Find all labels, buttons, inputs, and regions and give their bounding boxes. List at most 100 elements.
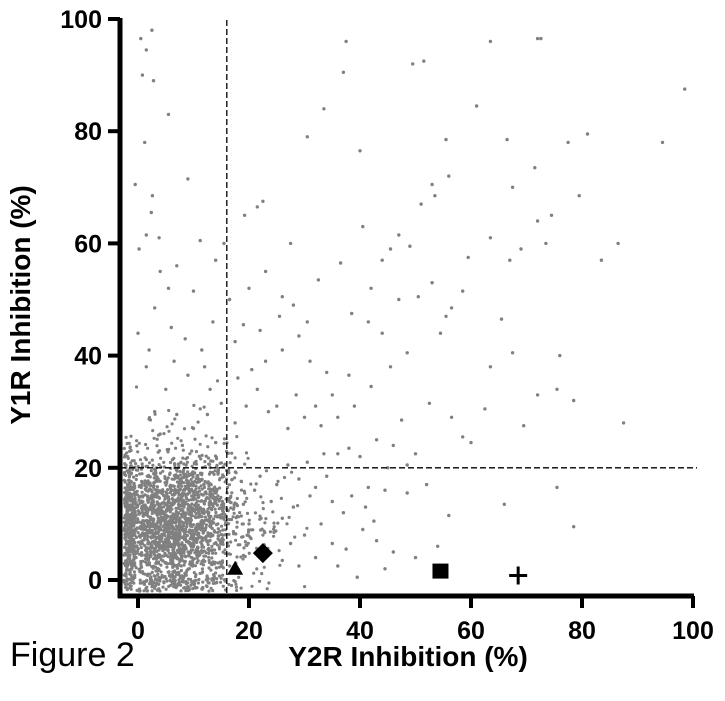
data-point [193,564,197,568]
data-point [288,541,293,546]
data-point [182,427,187,431]
data-point [166,112,171,117]
data-point [174,498,179,502]
data-point [170,515,174,519]
data-point [125,549,129,553]
data-point [336,452,340,456]
data-point [122,498,127,502]
data-point [210,544,214,549]
data-point [408,244,412,248]
data-point [169,557,173,561]
data-point [142,532,146,536]
data-point [195,508,199,512]
data-point [133,552,137,556]
data-point [261,199,265,203]
data-point [197,454,201,458]
data-point [146,574,150,578]
data-point [231,529,235,534]
data-point [177,581,181,585]
data-point [173,536,177,540]
data-point [220,538,224,542]
data-point [161,540,165,544]
data-point [182,503,186,508]
data-point [157,511,161,515]
data-point [242,213,247,217]
y-tick-label: 20 [74,455,102,483]
data-point [127,535,131,540]
data-point [128,503,133,507]
data-point [142,589,146,593]
data-point [202,482,206,486]
data-point [363,505,368,509]
data-point [198,407,202,411]
data-point [207,472,212,476]
data-point [148,576,152,580]
data-point [461,289,465,293]
data-point [265,587,269,591]
x-tick-label: 60 [457,617,485,645]
data-point [216,471,220,475]
data-point [153,306,157,310]
data-point [216,537,220,541]
data-point [196,477,200,481]
data-point [206,519,210,523]
data-point [181,456,185,460]
data-point [174,446,178,450]
data-point [212,529,216,533]
data-point [166,562,170,566]
data-point [123,479,127,483]
data-point [280,348,284,352]
data-point [143,503,147,507]
data-point [137,498,141,502]
data-point [166,548,170,552]
data-point [146,557,150,561]
data-point [202,501,206,505]
data-point [147,563,152,567]
data-point [182,548,187,552]
data-point [181,521,185,525]
data-point [369,384,373,389]
data-point [159,570,163,574]
data-point [201,531,205,535]
data-point [165,425,169,429]
data-point [175,556,180,560]
data-point [210,578,214,582]
data-point [240,535,244,539]
data-point [133,182,137,187]
data-point [558,353,562,358]
data-point [344,547,348,551]
data-point [150,544,154,548]
data-point [170,422,174,426]
data-point [245,496,249,500]
data-point [203,518,207,523]
data-point [572,398,576,403]
data-point [171,525,175,529]
data-point [204,551,208,555]
data-point [194,529,198,533]
data-point [134,385,139,389]
data-point [260,572,264,576]
data-point [136,531,140,535]
data-point [126,471,130,475]
data-point [126,495,130,499]
data-point [213,469,217,473]
data-point [207,566,211,570]
data-point [125,441,129,446]
data-point [179,583,183,587]
data-point [186,585,190,589]
data-point [143,519,147,523]
data-point [204,523,208,527]
data-point [230,451,234,455]
data-point [185,460,189,464]
triangle-marker [227,560,244,575]
data-point [199,540,203,544]
data-point [219,576,223,580]
data-point [138,458,143,462]
data-point [227,496,231,501]
data-point [203,460,207,464]
data-point [129,547,133,552]
data-point [139,533,143,537]
data-point [213,507,217,511]
data-point [549,213,554,217]
data-point [150,511,154,516]
